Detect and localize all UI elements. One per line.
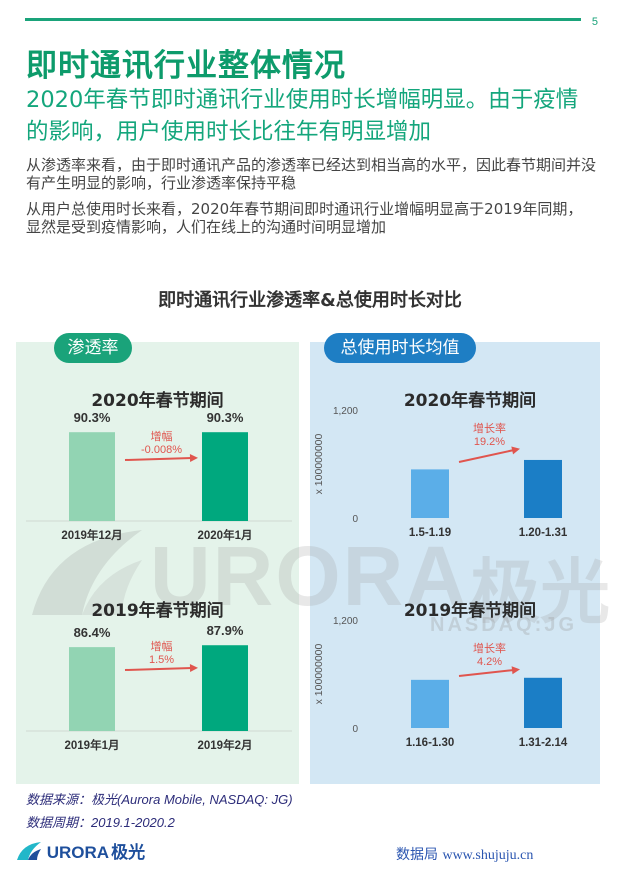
growth-arrow [458,669,515,677]
value-label: 90.3% [74,410,111,425]
chart-svg-2: 1,200 0 x 100000000 1.5-1.19 1.20-1.31 增长率19.… [313,406,568,539]
growth-arrow-head [189,454,198,463]
chart-penetration-2020: 2019年12月 90.3% 2020年1月 90.3% 增幅 -0.008% [16,400,299,550]
chart-title-penetration-2020: 2020年春节期间 [91,391,224,411]
bar-2 [202,645,248,731]
footer-site[interactable]: 数据局 www.shujuju.cn [396,844,533,864]
category-label: 1.16-1.30 [406,737,455,749]
bar-2 [524,677,562,728]
value-label: 90.3% [207,410,244,425]
bar-1 [69,432,115,521]
bar-1 [411,469,449,518]
annotation-label: 增长率 [473,641,506,655]
bar-1 [69,647,115,731]
y-axis-label: x 100000000 [313,433,325,494]
penetration-panel-label: 渗透率 [54,333,132,363]
page-title: 即时通讯行业整体情况 [26,48,346,84]
footer-site-name: 数据局 [396,847,438,863]
chart-title-penetration-2019: 2019年春节期间 [91,601,224,621]
growth-arrow-head [511,446,520,455]
value-label: 86.4% [74,625,111,640]
y-tick-label: 1,200 [333,406,358,417]
chart-penetration-2019: 2019年1月 86.4% 2019年2月 87.9% 增幅 1.5% [16,610,299,760]
category-label: 1.5-1.19 [409,527,451,539]
chart-svg-0: 2019年12月 90.3% 2020年1月 90.3% 增幅-0.008% [26,410,292,542]
y-tick-label: 0 [352,514,358,525]
category-label: 2019年2月 [198,738,253,752]
aurora-watermark-logo-icon [32,530,142,615]
growth-arrow [124,667,193,671]
data-period: 数据周期：2019.1-2020.2 [26,815,175,830]
annotation-label: 增幅 [151,639,173,653]
category-label: 2020年1月 [198,528,253,542]
paragraph-penetration: 从渗透率来看，由于即时通讯产品的渗透率已经达到相当高的水平，因此春节期间并没有产… [26,156,597,192]
footer-logo: URORA 极光 [16,838,145,863]
growth-arrow [124,457,193,461]
paragraph-usage-time: 从用户总使用时长来看，2020年春节期间即时通讯行业增幅明显高于2019年同期，… [26,200,583,236]
chart-title-usage-2020: 2020年春节期间 [403,391,537,411]
chart-usage-2019: 1,200 0 x 100000000 1.16-1.30 1.31-2.14 增长率 4.… [310,610,600,760]
category-label: 2019年12月 [61,528,122,542]
watermark-brand: URORA [150,529,468,623]
watermark-sub: NASDAQ:JG [430,614,578,636]
usage-time-panel-label: 总使用时长均值 [324,333,476,363]
footer-logo-text: URORA [46,843,110,862]
annotation-label: 增长率 [473,421,506,435]
footer-site-url[interactable]: www.shujuju.cn [442,848,534,863]
annotation-label: 增幅 [151,429,173,443]
bar-1 [411,679,449,728]
bar-2 [202,432,248,521]
chart-svg-3: 1,200 0 x 100000000 1.16-1.30 1.31-2.14 增长率4.… [313,616,568,749]
y-tick-label: 0 [352,724,358,735]
header-rule [25,18,581,21]
watermark-brand-cn: 极光 [470,551,610,633]
bar-2 [524,459,562,518]
y-tick-label: 1,200 [333,616,358,627]
growth-arrow-head [189,664,198,673]
chart-usage-2020: 1,200 0 x 100000000 1.5-1.19 1.20-1.31 增长率 19.… [310,400,600,550]
annotation-value: 4.2% [477,656,502,668]
data-source: 数据来源：极光(Aurora Mobile, NASDAQ: JG) [26,792,293,807]
chart-svg-1: 2019年1月 86.4% 2019年2月 87.9% 增幅1.5% [26,623,292,752]
penetration-panel [16,342,299,784]
value-label: 87.9% [207,623,244,638]
annotation-value: -0.008% [141,444,182,456]
chart-title: 即时通讯行业渗透率&总使用时长对比 [158,290,462,311]
annotation-value: 19.2% [474,436,505,448]
category-label: 1.20-1.31 [519,527,568,539]
footer-logo-cn: 极光 [111,843,146,863]
page-subtitle: 2020年春节即时通讯行业使用时长增幅明显。由于疫情的影响，用户使用时长比往年有… [26,87,579,145]
chart-title-usage-2019: 2019年春节期间 [403,601,537,621]
y-axis-label: x 100000000 [313,643,325,704]
category-label: 2019年1月 [65,738,120,752]
aurora-logo-icon [17,842,41,860]
category-label: 1.31-2.14 [519,737,568,749]
annotation-value: 1.5% [149,654,174,666]
growth-arrow-head [511,666,520,675]
page-number: 5 [591,16,598,28]
growth-arrow [458,449,515,463]
